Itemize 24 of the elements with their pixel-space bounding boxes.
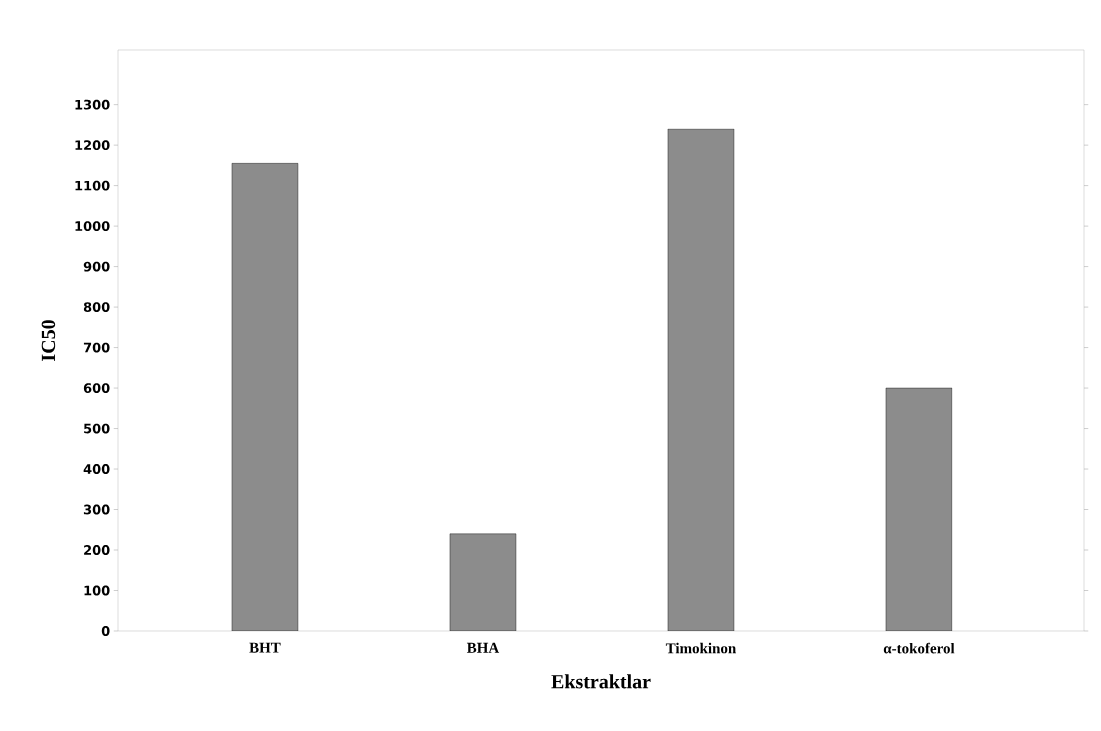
y-tick-label: 1200 <box>75 140 110 151</box>
bar <box>231 163 299 631</box>
y-tick-label: 1300 <box>75 99 110 110</box>
y-tick-label: 1100 <box>75 180 110 191</box>
y-tick-label: 100 <box>84 585 110 596</box>
bar <box>449 533 517 631</box>
y-tick-label: 400 <box>83 464 110 474</box>
x-tick-label: α-tokoferol <box>883 642 955 654</box>
bar <box>667 128 735 631</box>
x-tick-label: Timokinon <box>665 642 737 654</box>
x-axis-title: Ekstraktlar <box>551 674 651 689</box>
y-tick-label: 900 <box>83 261 110 272</box>
bar <box>885 387 953 631</box>
x-tick-label: BHA <box>466 642 500 653</box>
y-axis-title: IC50 <box>41 320 56 361</box>
y-tick-label: 800 <box>83 302 110 313</box>
y-tick-label: 600 <box>83 383 110 393</box>
y-tick-label: 500 <box>84 423 110 434</box>
y-tick-label: 0 <box>101 626 110 636</box>
x-tick-label: BHT <box>249 642 281 653</box>
y-tick-label: 1000 <box>75 221 110 232</box>
y-tick-label: 700 <box>83 342 110 353</box>
y-tick-label: 200 <box>84 545 110 555</box>
y-tick-label: 300 <box>83 504 110 515</box>
